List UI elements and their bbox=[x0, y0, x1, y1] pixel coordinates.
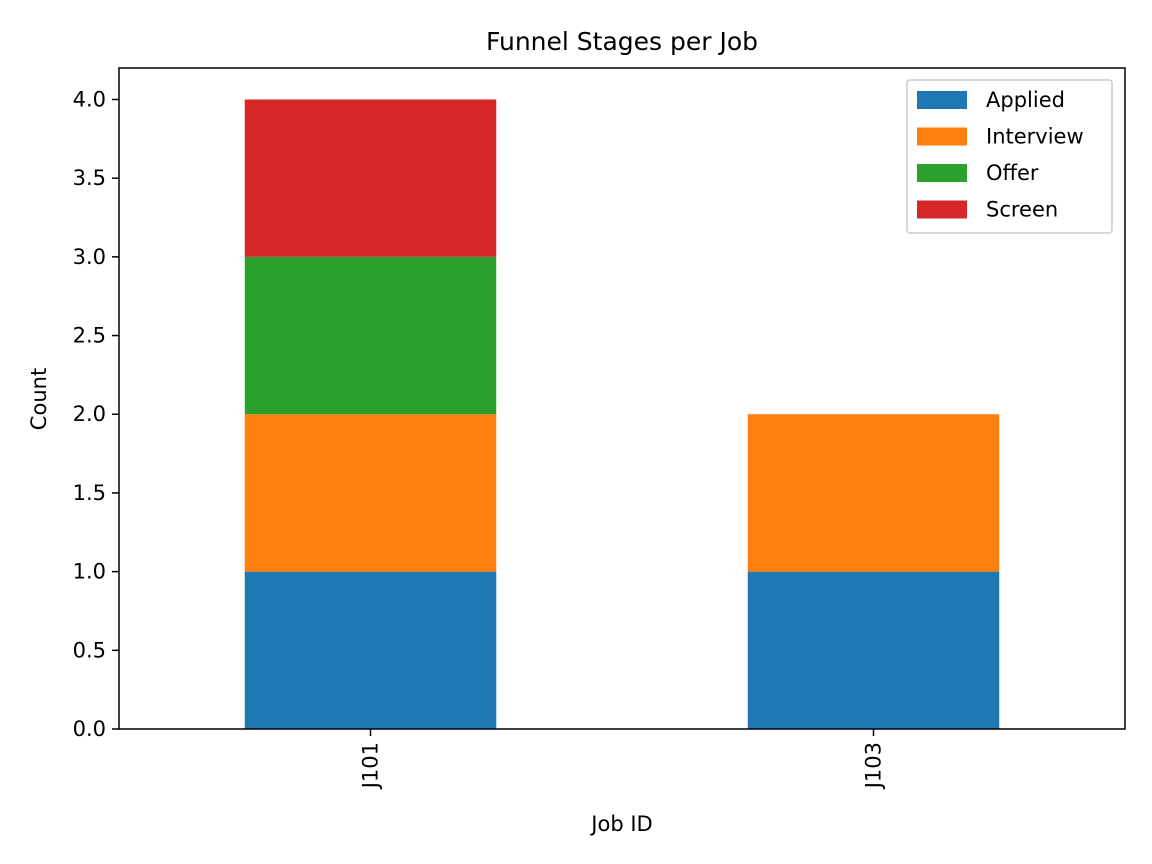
y-axis-label: Count bbox=[27, 368, 51, 430]
legend-label-screen: Screen bbox=[986, 198, 1058, 222]
x-tick-label-j101: J101 bbox=[359, 742, 383, 790]
bar-j101-applied bbox=[244, 571, 497, 729]
y-tick-label: 1.5 bbox=[73, 481, 106, 505]
x-axis-label: Job ID bbox=[589, 812, 652, 836]
legend-swatch-interview bbox=[917, 127, 967, 146]
plot-frame bbox=[118, 67, 1126, 730]
x-tick-label-j103: J103 bbox=[862, 742, 886, 790]
legend-label-offer: Offer bbox=[986, 161, 1039, 185]
legend-swatch-offer bbox=[917, 164, 967, 182]
bar-j101-screen bbox=[244, 99, 497, 257]
legend-frame bbox=[906, 79, 1113, 234]
y-tick-label: 1.0 bbox=[73, 560, 106, 584]
bar-j101-offer bbox=[244, 256, 497, 415]
legend: Applied Interview Offer Screen bbox=[906, 79, 1113, 234]
legend-label-applied: Applied bbox=[986, 88, 1065, 112]
chart-title: Funnel Stages per Job bbox=[486, 27, 758, 56]
y-tick-label: 2.0 bbox=[73, 402, 106, 426]
legend-label-interview: Interview bbox=[986, 125, 1084, 149]
y-tick-label: 4.0 bbox=[73, 87, 106, 111]
bar-j103-interview bbox=[747, 414, 1000, 572]
bar-j101-interview bbox=[244, 414, 497, 572]
y-axis: 0.0 0.5 1.0 1.5 2.0 2.5 3.0 3.5 4.0 bbox=[73, 87, 119, 741]
bar-j103-applied bbox=[747, 571, 1000, 729]
legend-swatch-screen bbox=[917, 200, 967, 219]
y-tick-label: 3.0 bbox=[73, 245, 106, 269]
legend-swatch-applied bbox=[917, 91, 967, 109]
y-tick-label: 3.5 bbox=[73, 166, 106, 190]
y-tick-label: 0.5 bbox=[73, 638, 106, 662]
x-axis: J101 J103 bbox=[359, 729, 886, 790]
y-tick-label: 0.0 bbox=[73, 717, 106, 741]
bars-layer bbox=[244, 99, 1000, 729]
y-tick-label: 2.5 bbox=[73, 324, 106, 348]
